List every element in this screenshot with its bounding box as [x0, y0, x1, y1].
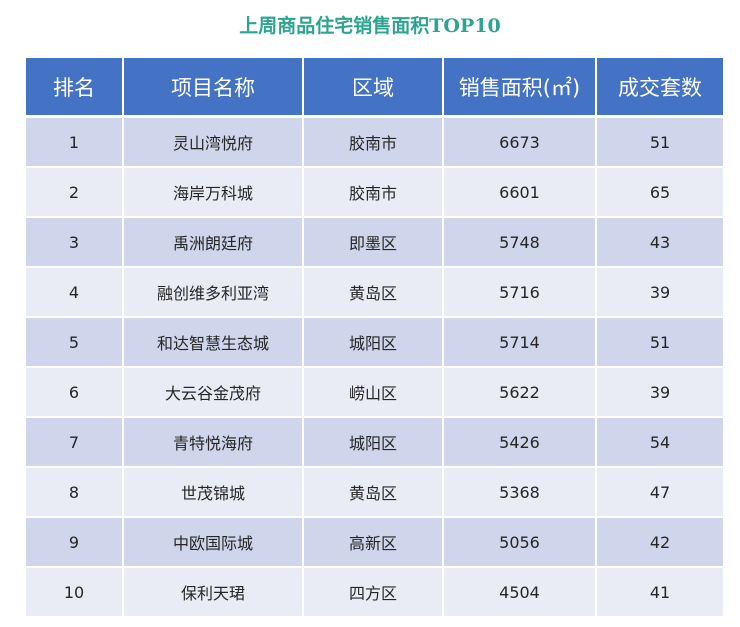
- project-name-cell: 融创维多利亚湾: [123, 267, 304, 318]
- project-name-cell: 保利天珺: [123, 567, 304, 618]
- district-cell: 黄岛区: [303, 267, 444, 318]
- deal-count-cell: 41: [596, 567, 723, 618]
- rank-cell: 2: [26, 167, 124, 218]
- table-row: 8 世茂锦城 黄岛区 5368 47: [26, 467, 723, 518]
- sales-area-cell: 5714: [443, 317, 597, 368]
- sales-area-cell: 5368: [443, 467, 597, 518]
- header-project-name: 项目名称: [123, 58, 304, 118]
- deal-count-cell: 51: [596, 317, 723, 368]
- sales-area-cell: 5056: [443, 517, 597, 568]
- district-cell: 即墨区: [303, 217, 444, 268]
- deal-count-cell: 43: [596, 217, 723, 268]
- rank-cell: 7: [26, 417, 124, 468]
- deal-count-cell: 42: [596, 517, 723, 568]
- district-cell: 高新区: [303, 517, 444, 568]
- table-row: 3 禹洲朗廷府 即墨区 5748 43: [26, 217, 723, 268]
- header-rank: 排名: [26, 58, 124, 118]
- sales-area-cell: 5748: [443, 217, 597, 268]
- district-cell: 城阳区: [303, 317, 444, 368]
- rank-cell: 10: [26, 567, 124, 618]
- table-row: 10 保利天珺 四方区 4504 41: [26, 567, 723, 618]
- table-row: 1 灵山湾悦府 胶南市 6673 51: [26, 116, 723, 168]
- header-deal-count: 成交套数: [596, 58, 723, 118]
- rank-cell: 4: [26, 267, 124, 318]
- sales-area-cell: 5716: [443, 267, 597, 318]
- project-name-cell: 青特悦海府: [123, 417, 304, 468]
- deal-count-cell: 54: [596, 417, 723, 468]
- rank-cell: 8: [26, 467, 124, 518]
- table-title: 上周商品住宅销售面积TOP10: [239, 15, 501, 37]
- project-name-cell: 和达智慧生态城: [123, 317, 304, 368]
- rank-cell: 5: [26, 317, 124, 368]
- deal-count-cell: 51: [596, 116, 723, 168]
- table-row: 4 融创维多利亚湾 黄岛区 5716 39: [26, 267, 723, 318]
- rank-cell: 6: [26, 367, 124, 418]
- deal-count-cell: 39: [596, 367, 723, 418]
- deal-count-cell: 39: [596, 267, 723, 318]
- rank-cell: 9: [26, 517, 124, 568]
- table-row: 6 大云谷金茂府 崂山区 5622 39: [26, 367, 723, 418]
- table-header: 排名 项目名称 区域 销售面积(㎡) 成交套数: [26, 58, 723, 118]
- district-cell: 胶南市: [303, 167, 444, 218]
- deal-count-cell: 47: [596, 467, 723, 518]
- sales-area-cell: 6601: [443, 167, 597, 218]
- table-row: 7 青特悦海府 城阳区 5426 54: [26, 417, 723, 468]
- table-body: 1 灵山湾悦府 胶南市 6673 51 2 海岸万科城 胶南市 6601 65 3 禹洲朗廷府 即墨区 5…: [26, 116, 723, 618]
- district-cell: 胶南市: [303, 116, 444, 168]
- sales-area-cell: 6673: [443, 116, 597, 168]
- table-row: 9 中欧国际城 高新区 5056 42: [26, 517, 723, 568]
- project-name-cell: 大云谷金茂府: [123, 367, 304, 418]
- header-district: 区域: [303, 58, 444, 118]
- sales-area-cell: 4504: [443, 567, 597, 618]
- rank-cell: 1: [26, 116, 124, 168]
- table-row: 5 和达智慧生态城 城阳区 5714 51: [26, 317, 723, 368]
- district-cell: 黄岛区: [303, 467, 444, 518]
- sales-area-cell: 5622: [443, 367, 597, 418]
- project-name-cell: 灵山湾悦府: [123, 116, 304, 168]
- rank-cell: 3: [26, 217, 124, 268]
- district-cell: 城阳区: [303, 417, 444, 468]
- header-sales-area: 销售面积(㎡): [443, 58, 597, 118]
- project-name-cell: 世茂锦城: [123, 467, 304, 518]
- district-cell: 四方区: [303, 567, 444, 618]
- deal-count-cell: 65: [596, 167, 723, 218]
- table-row: 2 海岸万科城 胶南市 6601 65: [26, 167, 723, 218]
- sales-ranking-table: 排名 项目名称 区域 销售面积(㎡) 成交套数 1 灵山湾悦府 胶南市 6673 51 2…: [26, 58, 723, 618]
- header-row: 排名 项目名称 区域 销售面积(㎡) 成交套数: [26, 58, 723, 118]
- district-cell: 崂山区: [303, 367, 444, 418]
- project-name-cell: 中欧国际城: [123, 517, 304, 568]
- sales-area-cell: 5426: [443, 417, 597, 468]
- project-name-cell: 海岸万科城: [123, 167, 304, 218]
- project-name-cell: 禹洲朗廷府: [123, 217, 304, 268]
